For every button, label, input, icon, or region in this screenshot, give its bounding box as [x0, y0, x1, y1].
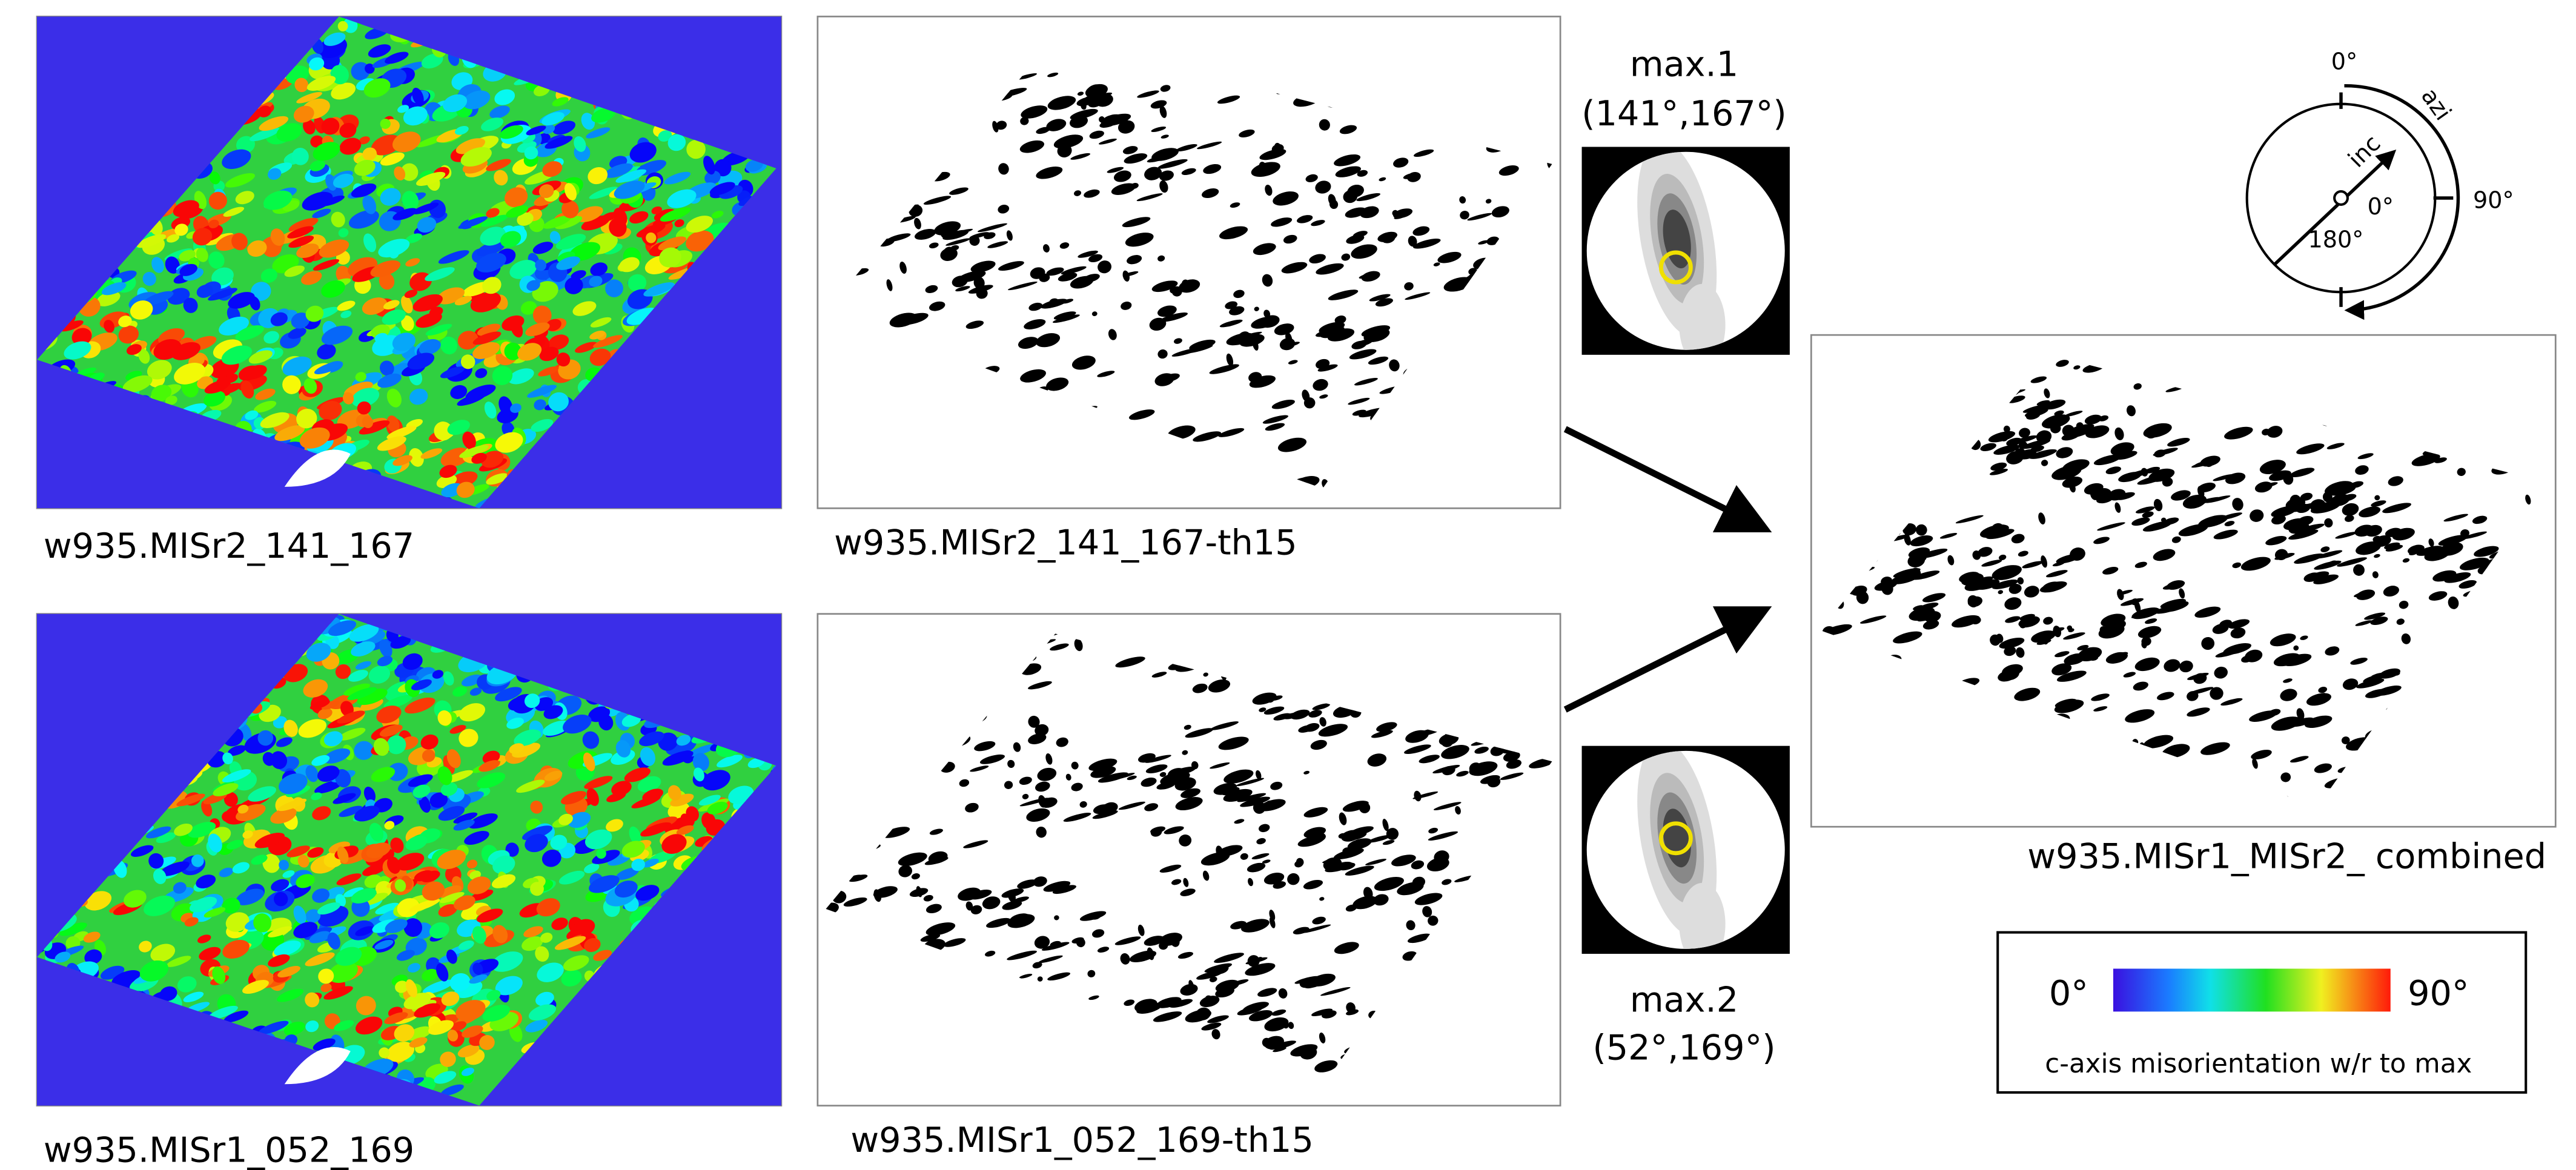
- colorbar-caption: c-axis misorientation w/r to max: [2045, 1049, 2472, 1079]
- colorbar-max: 90°: [2408, 974, 2469, 1014]
- max-title: max.1: [1630, 44, 1738, 84]
- panel-label: w935.MISr2_141_167: [44, 526, 414, 566]
- orientation-map: [22, 5, 797, 518]
- orientation-map: [21, 603, 797, 1119]
- orientation-key: 0° inc azi 0° 90° 180°: [2247, 48, 2514, 310]
- arrow: [1565, 429, 1760, 526]
- panel-label: w935.MISr1_MISr2_ combined: [2027, 836, 2546, 876]
- colorbar: 0° 90° c-axis misorientation w/r to max: [1998, 933, 2526, 1092]
- key-center: [2334, 191, 2348, 205]
- max-title: max.2: [1630, 980, 1738, 1020]
- max-angles: (141°,167°): [1581, 94, 1786, 134]
- panel-label: w935.MISr1_052_169-th15: [850, 1120, 1313, 1160]
- colorbar-gradient: [2113, 969, 2391, 1012]
- key-label: 90°: [2473, 187, 2514, 213]
- figure: w935.MISr2_141_167 w935.MISr2_141_167-th…: [0, 0, 2576, 1170]
- panel-label: w935.MISr2_141_167-th15: [834, 523, 1297, 563]
- key-label: 0°: [2368, 193, 2394, 220]
- page: {"panels": [ {"label": "w935.MISr2_141_1…: [0, 0, 2576, 1170]
- panel-label: w935.MISr1_052_169: [44, 1130, 414, 1170]
- arrow: [1565, 612, 1760, 710]
- key-label: 0°: [2331, 48, 2357, 74]
- key-label: 180°: [2308, 226, 2364, 253]
- key-label: azi: [2416, 83, 2457, 125]
- colorbar-min: 0°: [2049, 974, 2088, 1014]
- max-angles: (52°,169°): [1592, 1028, 1775, 1068]
